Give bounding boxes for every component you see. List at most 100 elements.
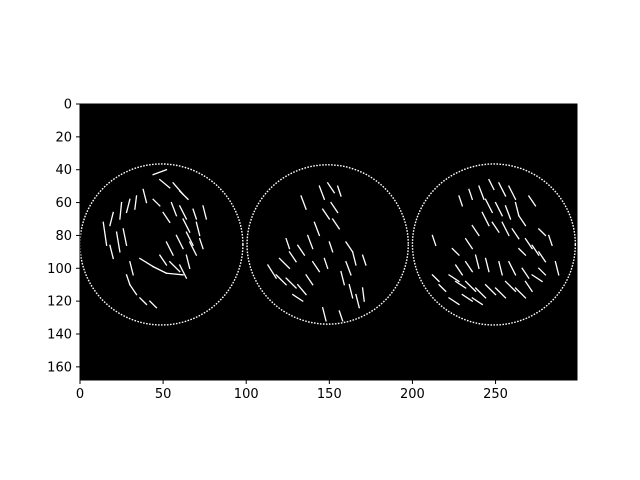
- coin-2-ring: [246, 164, 409, 325]
- y-tick-label: 160: [47, 360, 72, 375]
- edge-segment: [331, 218, 341, 230]
- edge-segment: [345, 260, 352, 276]
- edge-segment: [361, 287, 365, 302]
- edge-segment: [461, 293, 474, 303]
- edge-segment: [517, 214, 527, 227]
- edge-segment: [345, 241, 354, 253]
- edge-segment: [115, 231, 121, 253]
- edge-segment: [464, 280, 477, 293]
- edge-segment: [514, 287, 527, 299]
- x-tick-label: 50: [155, 387, 172, 402]
- coin-3-ring: [411, 163, 577, 326]
- edge-segment: [321, 306, 327, 322]
- x-tick-label: 0: [76, 387, 84, 402]
- edge-segment: [481, 211, 490, 227]
- edge-segment: [517, 247, 527, 257]
- edge-segment: [323, 257, 329, 270]
- edge-segment: [454, 264, 464, 276]
- edge-segment: [484, 198, 494, 214]
- edge-segment: [202, 205, 208, 220]
- edge-segment: [484, 257, 490, 273]
- edge-segment: [438, 283, 447, 293]
- x-tick-label: 150: [317, 387, 342, 402]
- edge-segment: [296, 244, 306, 257]
- edge-segment: [521, 267, 530, 280]
- edge-segment: [531, 244, 540, 257]
- edge-segment: [158, 254, 168, 266]
- edge-segment: [498, 181, 507, 197]
- edge-segment: [278, 257, 291, 270]
- edge-segment: [185, 254, 191, 270]
- edge-segment: [285, 237, 291, 250]
- edge-segment: [471, 224, 480, 237]
- edge-segment: [109, 244, 115, 260]
- edge-segment: [504, 280, 517, 293]
- edge-segment: [170, 201, 178, 217]
- edge-segment: [527, 195, 537, 207]
- edge-segment: [291, 293, 304, 303]
- x-tick-label: 250: [483, 387, 508, 402]
- edge-segment: [128, 283, 138, 296]
- edge-segment: [507, 185, 517, 201]
- edge-segment: [152, 265, 168, 275]
- edge-segment: [102, 221, 108, 247]
- edge-segment: [431, 234, 437, 247]
- edge-segment: [514, 201, 520, 217]
- edge-segment: [178, 190, 189, 201]
- edge-segment: [491, 221, 500, 234]
- y-tick-label: 20: [55, 130, 72, 145]
- edge-segment: [148, 300, 158, 309]
- edge-segment: [537, 250, 547, 263]
- edge-segment: [524, 280, 534, 293]
- edge-segment: [175, 234, 184, 250]
- edge-segment: [454, 280, 467, 289]
- edge-segment: [300, 195, 307, 210]
- edge-segment: [537, 267, 547, 276]
- edge-segment: [474, 254, 480, 270]
- y-tick-label: 100: [47, 262, 72, 277]
- edge-segment: [504, 205, 512, 220]
- edge-segment: [361, 254, 367, 266]
- edge-segment: [182, 218, 191, 234]
- edge-segment: [152, 198, 161, 207]
- edge-segment: [152, 168, 168, 176]
- image-background: [80, 104, 577, 380]
- edge-segment: [507, 260, 517, 276]
- edge-segment: [306, 234, 314, 250]
- edge-segment: [488, 178, 495, 191]
- edge-segment: [288, 250, 297, 263]
- coin-edge-rings: [79, 163, 577, 326]
- y-tick-label: 140: [47, 328, 72, 343]
- axes-frame: [79, 103, 578, 381]
- edge-segment: [494, 287, 507, 299]
- edge-segment: [109, 211, 115, 227]
- y-tick-label: 80: [55, 229, 72, 244]
- edge-segment: [285, 277, 298, 289]
- edge-segment: [498, 260, 503, 276]
- edge-segment: [129, 260, 134, 276]
- edge-segment: [448, 273, 460, 283]
- edge-segment: [464, 260, 474, 273]
- edge-segment: [340, 270, 346, 286]
- edge-segment: [266, 264, 278, 280]
- edge-segment: [134, 195, 138, 210]
- edge-segment: [168, 260, 181, 273]
- edge-segment: [554, 260, 560, 276]
- edge-segment: [474, 287, 487, 299]
- edge-segment: [484, 283, 497, 296]
- edge-segment: [185, 231, 194, 247]
- edge-segment: [336, 185, 342, 197]
- x-tick-label: 200: [400, 387, 425, 402]
- edge-segment: [178, 264, 188, 280]
- y-tick-label: 0: [64, 98, 72, 113]
- y-tick-label: 40: [55, 163, 72, 178]
- image-plot-area: [80, 104, 577, 380]
- y-tick-label: 120: [47, 295, 72, 310]
- edge-segment: [138, 257, 155, 268]
- edge-segment: [326, 181, 336, 194]
- edge-segment: [125, 198, 131, 214]
- edge-segment: [305, 273, 314, 286]
- edge-segment: [125, 274, 131, 286]
- coin-1-ring: [79, 163, 244, 326]
- edge-segment: [431, 273, 440, 283]
